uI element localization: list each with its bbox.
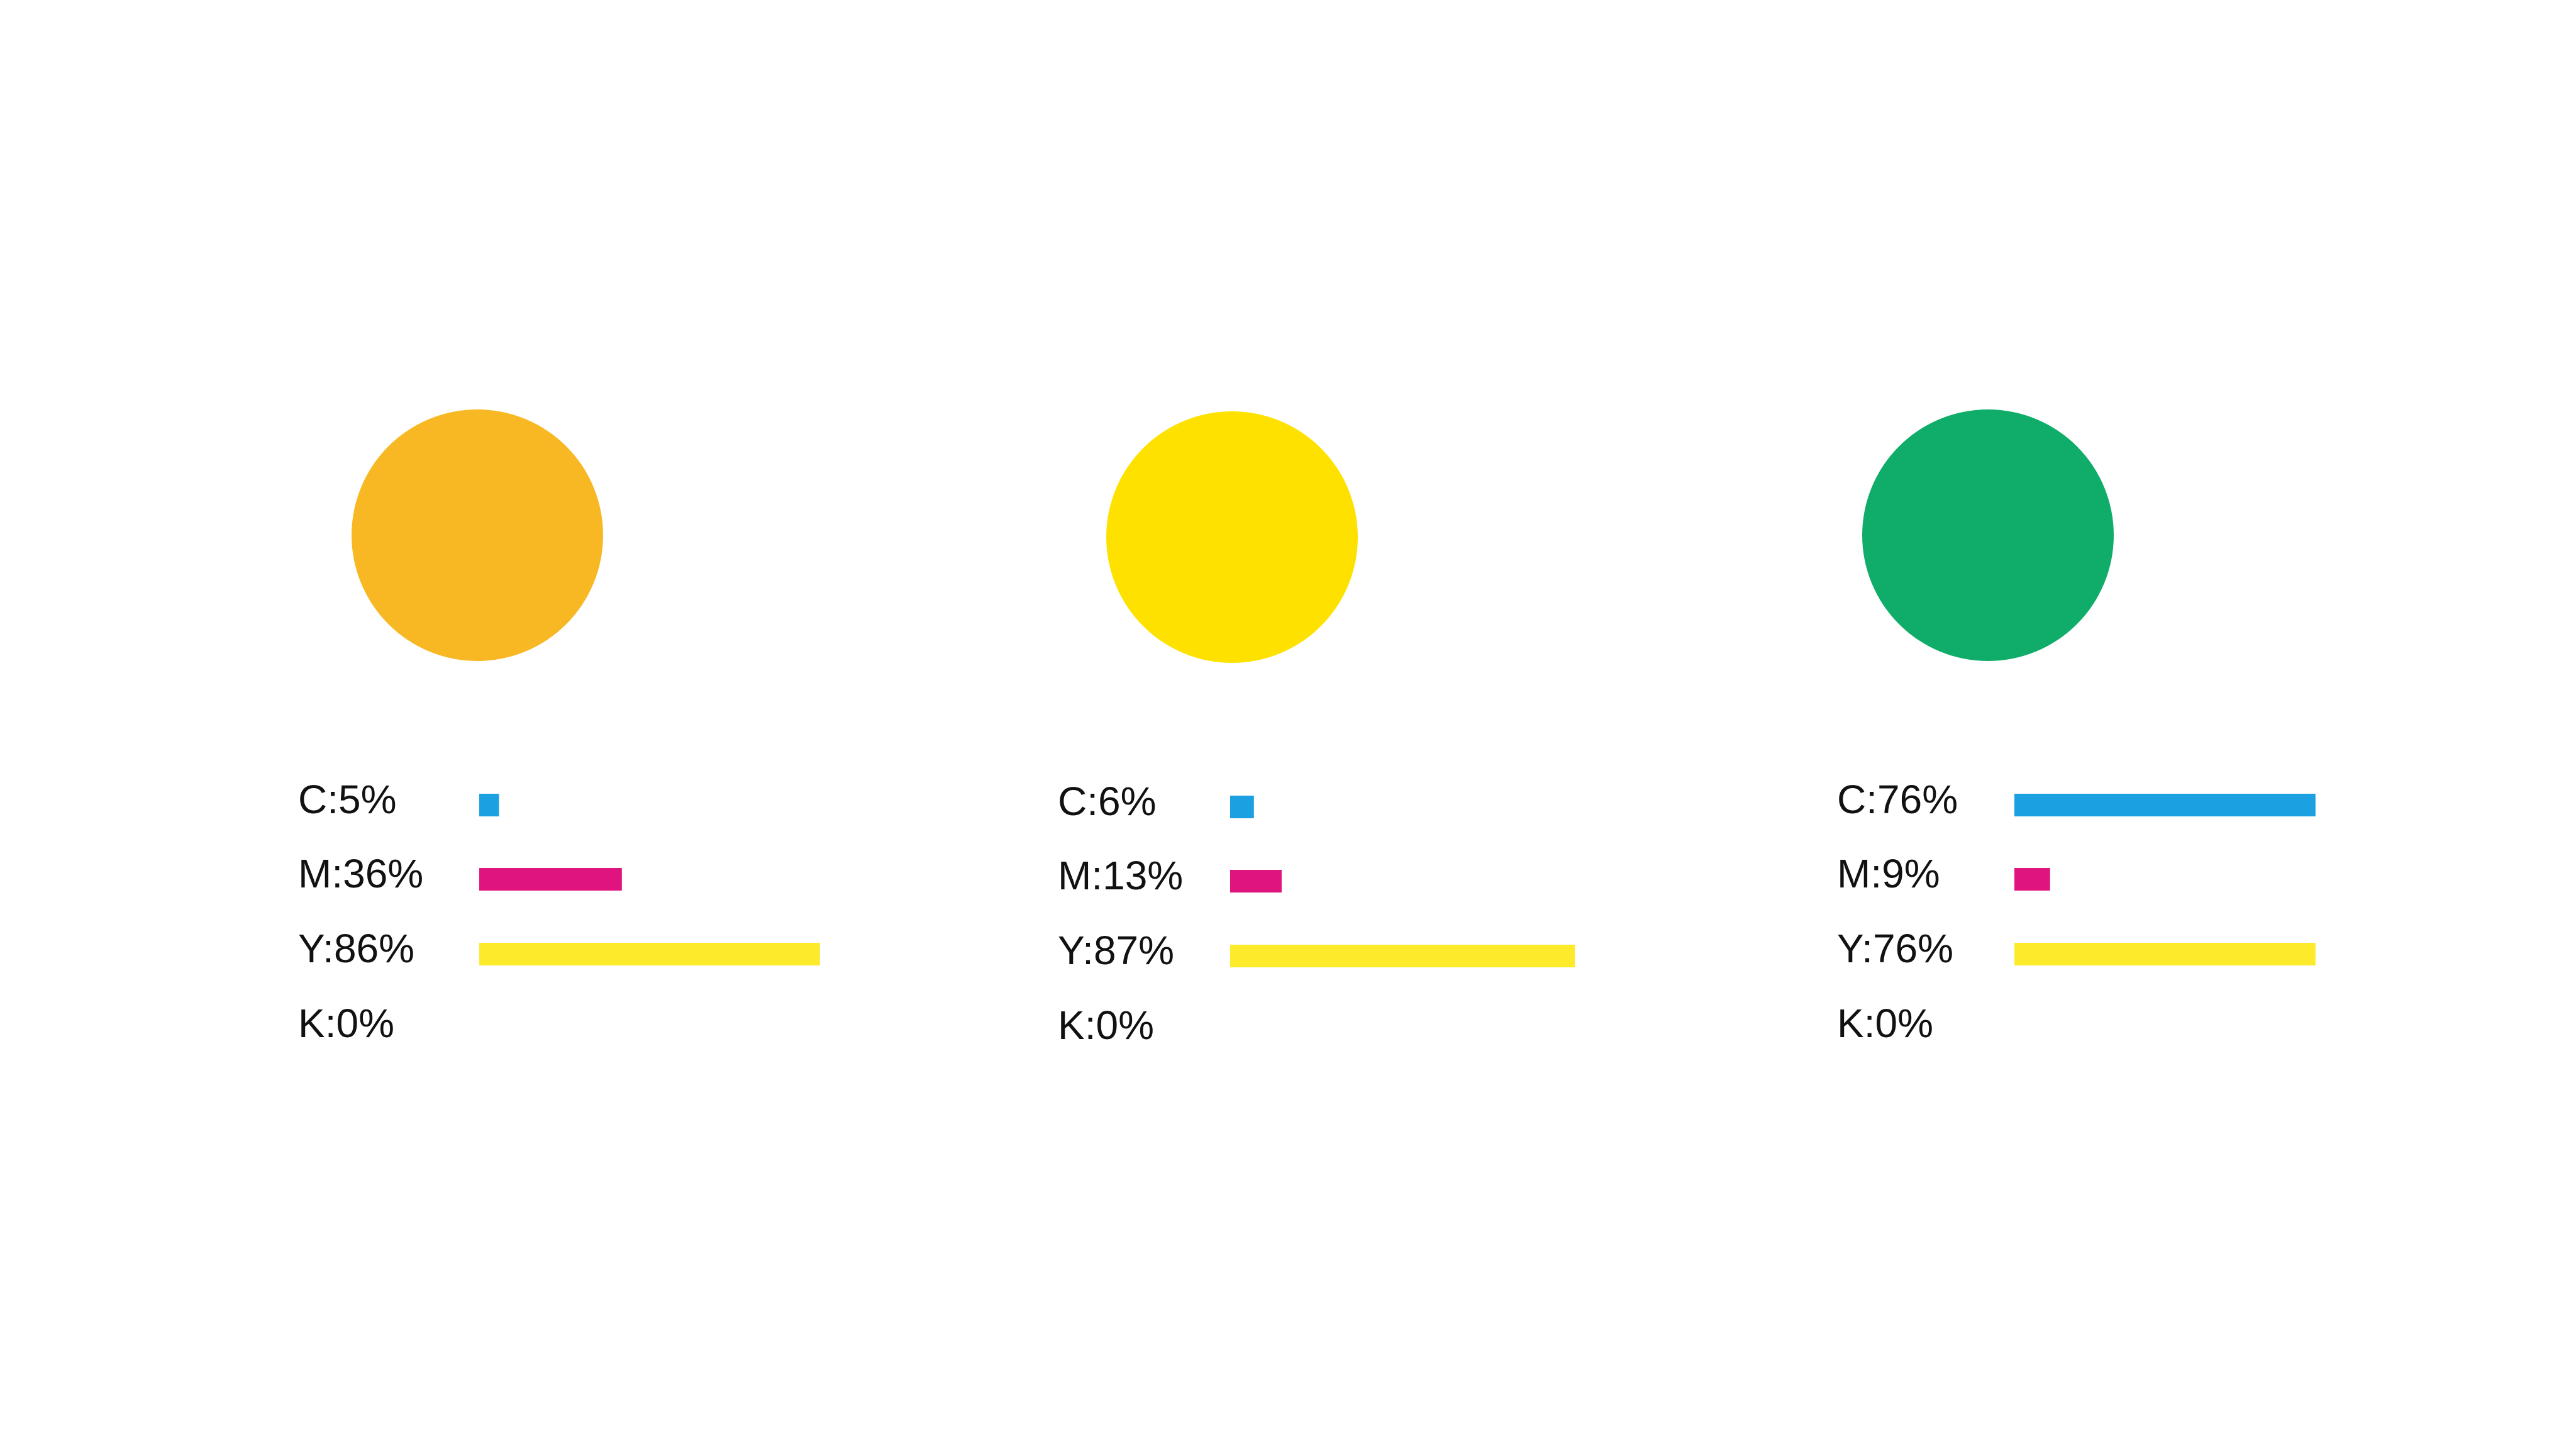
channel-bar — [1230, 945, 1575, 967]
channel-bar — [2014, 868, 2050, 891]
channel-label: K:0% — [1058, 1003, 1154, 1048]
channel-bar — [479, 794, 499, 816]
channel-label: M:13% — [1058, 853, 1183, 898]
color-swatch — [352, 409, 603, 661]
channel-label: Y:86% — [298, 926, 414, 971]
channel-label: K:0% — [298, 1001, 394, 1046]
channel-bar — [1230, 870, 1282, 892]
channel-bar — [479, 943, 820, 965]
channel-label: C:76% — [1837, 777, 1958, 822]
channel-label: M:36% — [298, 851, 423, 896]
channel-label: C:5% — [298, 777, 397, 822]
color-swatch — [1106, 411, 1358, 663]
channel-bar — [1230, 796, 1254, 818]
channel-label: Y:76% — [1837, 926, 1953, 971]
channel-label: M:9% — [1837, 851, 1940, 896]
channel-label: K:0% — [1837, 1001, 1933, 1046]
color-swatch — [1862, 409, 2114, 661]
channel-label: C:6% — [1058, 779, 1157, 824]
channel-bar — [2014, 794, 2316, 816]
channel-label: Y:87% — [1058, 928, 1174, 973]
channel-bar — [2014, 943, 2316, 965]
channel-bar — [479, 868, 622, 891]
